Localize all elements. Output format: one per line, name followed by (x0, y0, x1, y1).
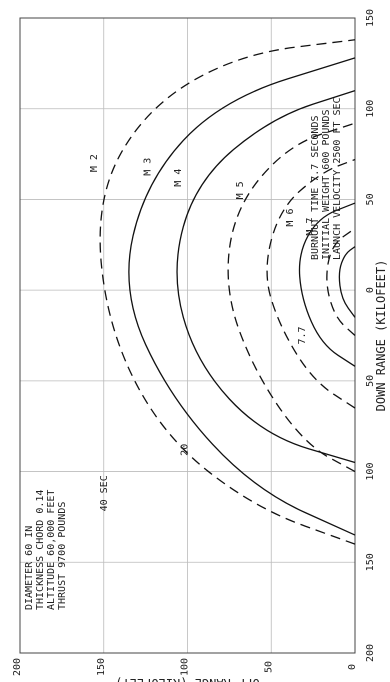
note-left-line: DIAMETER 60 IN (24, 526, 35, 610)
time-label: 20 (180, 444, 191, 456)
y-tick-label: 200 (12, 658, 23, 676)
mach-label: M 3 (143, 158, 154, 176)
y-tick-label: 50 (263, 661, 274, 673)
mach-label: M 5 (235, 181, 246, 199)
x-tick-label: 100 (365, 100, 376, 118)
note-left-line: THRUST 9700 POUNDS (57, 502, 68, 610)
mach-label: M 6 (285, 209, 296, 227)
x-tick-label: 50 (365, 193, 376, 205)
note-right-line: INITIAL WEIGHT 600 POUNDS (321, 109, 332, 260)
time-label: 7.7 (297, 326, 308, 344)
x-tick-label: 50 (365, 375, 376, 387)
y-tick-label: 100 (180, 658, 191, 676)
note-right-line: LAUNCH VELOCITY 2500 FT SEC (332, 97, 343, 260)
series-line (99, 39, 356, 545)
x-axis-title: DOWN RANGE (KILOFEET) (374, 260, 388, 412)
x-tick-label: 200 (365, 644, 376, 662)
mach-label: M 2 (89, 154, 100, 172)
x-tick-label: 0 (365, 287, 376, 293)
series-line (326, 227, 356, 336)
series-line (176, 89, 356, 464)
mach-label: M 7 (305, 218, 316, 236)
time-label: 40 SEC (99, 475, 110, 511)
series-line (298, 202, 356, 367)
y-tick-label: 0 (347, 664, 358, 670)
series-line (266, 158, 356, 409)
series-line (128, 57, 356, 536)
x-tick-label: 150 (365, 553, 376, 571)
mach-label: M 4 (173, 169, 184, 187)
y-tick-label: 150 (96, 658, 107, 676)
x-tick-label: 100 (365, 463, 376, 481)
note-right-line: BURNOUT TIME 7.7 SECONDS (310, 116, 321, 261)
y-axis-title: OFF RANGE (KILOFEET) (115, 676, 260, 682)
note-left-line: THICKNESS CHORD 0.14 (35, 490, 46, 610)
note-left-line: ALTITUDE 60,000 FEET (46, 490, 57, 610)
series-line (338, 246, 356, 318)
x-tick-label: 150 (365, 9, 376, 27)
